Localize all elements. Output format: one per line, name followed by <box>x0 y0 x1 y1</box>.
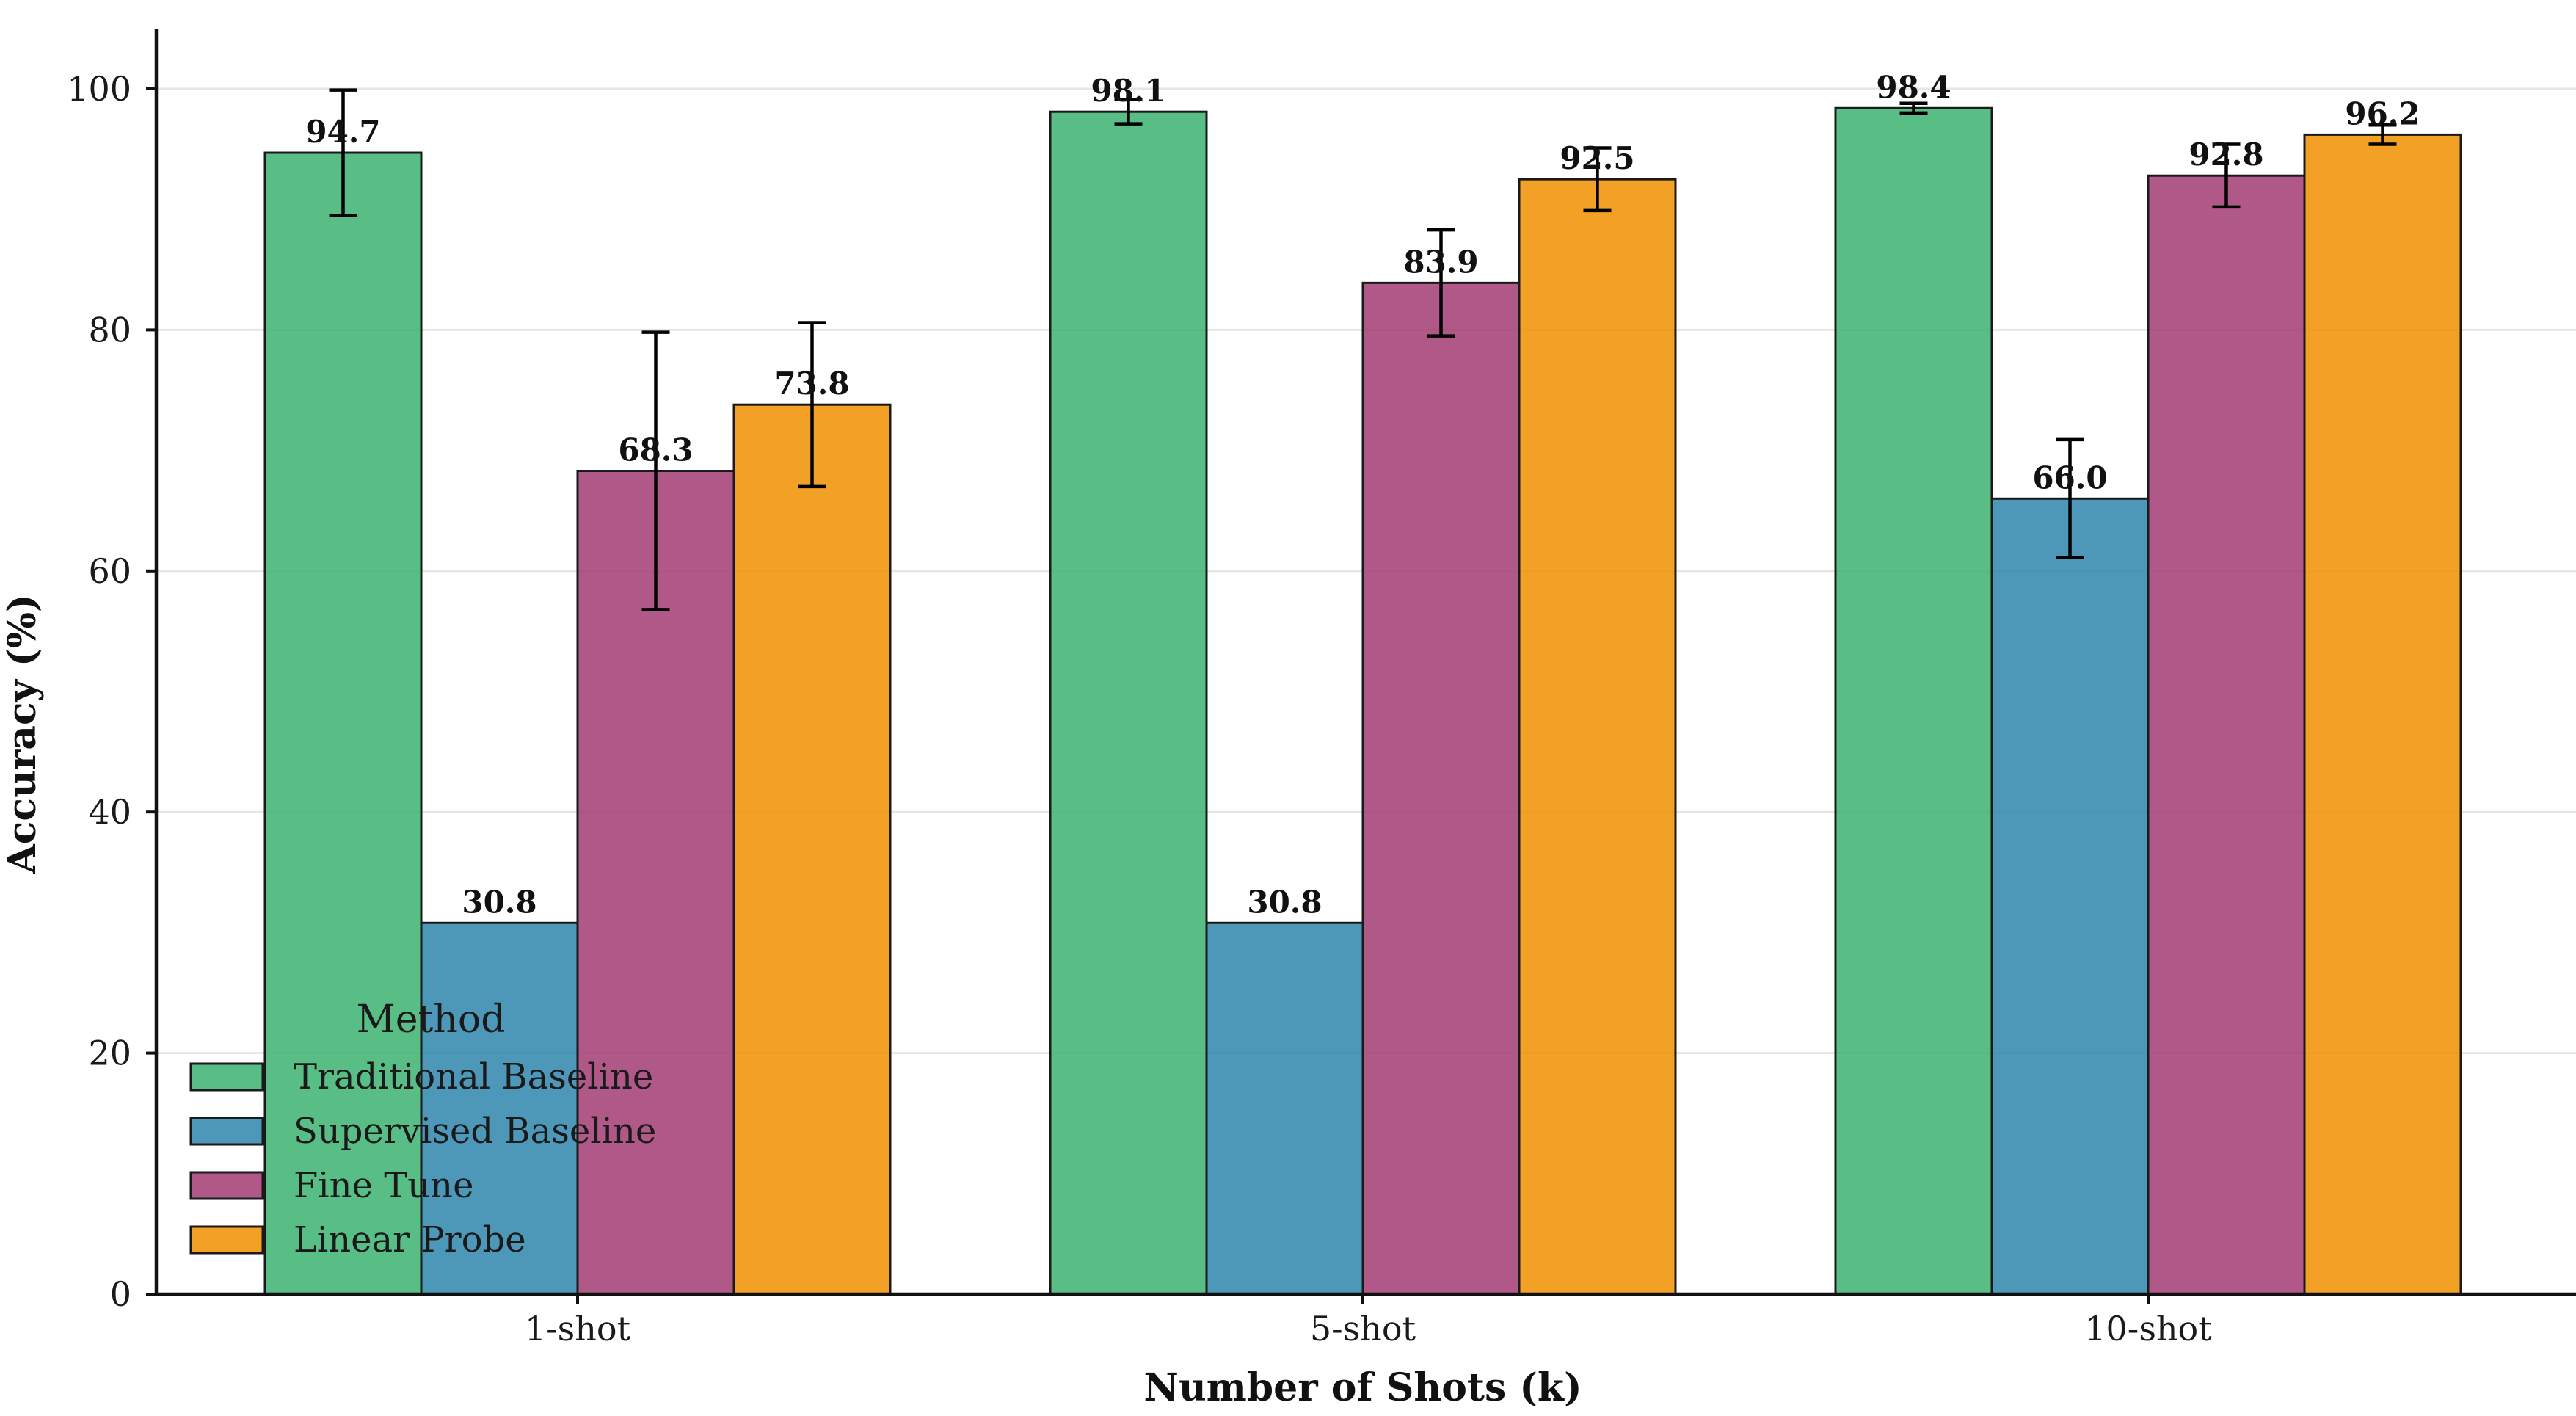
data-label: 68.3 <box>618 432 693 468</box>
x-tick-label: 5-shot <box>1310 1309 1416 1348</box>
y-tick-label: 60 <box>88 551 131 591</box>
data-label: 96.2 <box>2345 95 2420 131</box>
bar <box>2303 133 2462 1296</box>
data-label: 30.8 <box>1247 884 1322 920</box>
data-label: 83.9 <box>1403 244 1478 280</box>
bar <box>1205 921 1364 1296</box>
data-label: 98.4 <box>1876 69 1951 105</box>
data-label: 92.8 <box>2188 137 2263 173</box>
y-axis-title: Accuracy (%) <box>0 594 45 874</box>
data-label: 73.8 <box>774 366 849 402</box>
legend-swatch <box>189 1117 264 1146</box>
legend: Method Traditional Baseline Supervised Ba… <box>189 998 656 1260</box>
bar <box>2147 174 2306 1296</box>
x-tick-label: 10-shot <box>2084 1309 2212 1348</box>
legend-label: Traditional Baseline <box>294 1056 653 1097</box>
legend-label: Fine Tune <box>294 1165 473 1206</box>
y-tick-label: 80 <box>88 310 131 349</box>
y-tick-label: 20 <box>88 1034 131 1073</box>
x-axis-title: Number of Shots (k) <box>1143 1365 1582 1410</box>
legend-label: Linear Probe <box>294 1219 526 1260</box>
bar <box>1049 110 1208 1296</box>
y-tick-label: 100 <box>67 69 131 109</box>
y-tick-label: 40 <box>88 792 131 832</box>
data-label: 66.0 <box>2032 460 2107 495</box>
legend-label: Supervised Baseline <box>294 1111 656 1152</box>
error-bar-layer <box>329 88 2397 611</box>
bar <box>1518 178 1677 1296</box>
bar <box>263 151 423 1296</box>
legend-swatch <box>189 1225 264 1255</box>
data-label: 94.7 <box>305 114 380 150</box>
bar-layer <box>263 106 2462 1296</box>
bar <box>1990 497 2150 1296</box>
data-label-layer: 94.7 98.1 98.4 30.8 30.8 66.0 68.3 83.9 92.8 73.8… <box>305 69 2420 920</box>
y-tick-label: 0 <box>110 1274 131 1314</box>
x-tick-label: 1-shot <box>525 1309 631 1348</box>
bar <box>732 403 892 1296</box>
data-label: 30.8 <box>462 884 536 920</box>
bar <box>1834 106 1993 1296</box>
legend-title: Method <box>357 998 506 1042</box>
legend-swatch <box>189 1171 264 1200</box>
bar <box>420 921 579 1296</box>
bar <box>1361 281 1521 1296</box>
data-label: 98.1 <box>1091 73 1165 109</box>
data-label: 92.5 <box>1560 140 1634 176</box>
legend-swatch <box>189 1062 264 1092</box>
axis-layer: 0 20 40 60 80 100 1-shot 5-shot 10-shot <box>67 29 2576 1348</box>
